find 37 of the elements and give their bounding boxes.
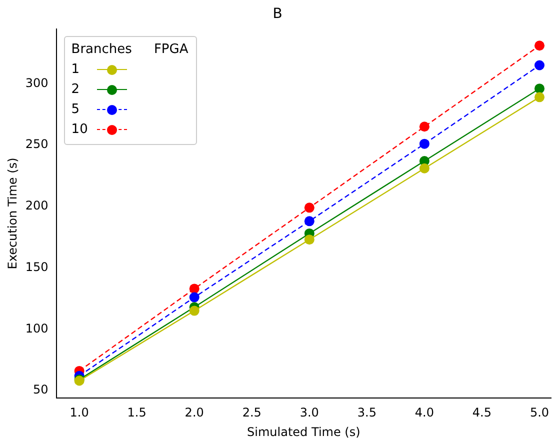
- point: [304, 234, 314, 245]
- x-tick-label: 1.0: [70, 406, 89, 420]
- x-tick-label: 2.5: [242, 406, 262, 420]
- point: [419, 138, 430, 149]
- point: [534, 84, 544, 94]
- legend-label: 1: [71, 60, 81, 79]
- point: [419, 163, 430, 174]
- x-tick-label: 4.0: [414, 406, 434, 420]
- y-tick-label: 100: [25, 321, 48, 336]
- y-tick-label: 50: [33, 382, 48, 397]
- x-tick-label: 1.5: [127, 406, 146, 420]
- x-axis-title: Simulated Time (s): [247, 424, 360, 439]
- point: [534, 40, 544, 51]
- point: [189, 306, 200, 316]
- y-tick-label: 250: [25, 137, 48, 152]
- legend-label: 5: [71, 100, 81, 119]
- point: [534, 92, 544, 102]
- legend-label: 2: [71, 80, 81, 99]
- y-axis-title: Execution Time (s): [5, 158, 20, 270]
- point: [189, 284, 200, 294]
- x-tick-label: 5.0: [530, 406, 550, 420]
- point: [534, 60, 544, 70]
- y-tick-label: 300: [25, 76, 48, 90]
- x-tick-label: 3.0: [300, 406, 319, 420]
- legend-title: Branches: [71, 40, 132, 59]
- point: [189, 292, 200, 302]
- point: [419, 122, 430, 132]
- point: [304, 216, 314, 226]
- annotation: FPGA: [154, 40, 188, 59]
- point: [304, 202, 314, 213]
- y-tick-label: 200: [25, 198, 48, 213]
- x-tick-label: 3.5: [357, 406, 376, 420]
- chart-title: B: [272, 6, 282, 22]
- y-tick-label: 150: [25, 260, 48, 274]
- x-tick-label: 4.5: [472, 406, 492, 420]
- x-tick-label: 2.0: [184, 406, 204, 420]
- legend-label: 10: [71, 120, 89, 139]
